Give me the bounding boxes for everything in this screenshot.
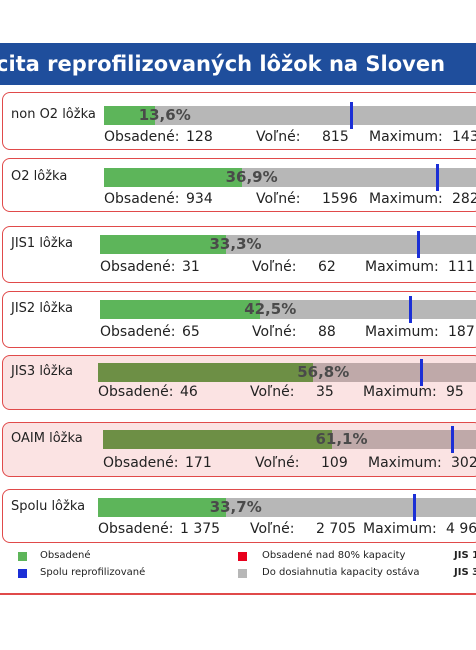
category-label: non O2 lôžka — [11, 107, 96, 122]
reprofiled-marker — [350, 102, 354, 129]
maximum-label: Maximum: — [369, 129, 443, 145]
occupied-value: 1 375 — [180, 521, 221, 537]
capacity-bar: 13,6% — [104, 106, 476, 125]
capacity-card: O2 lôžka 36,9% Obsadené: 934 Voľné: 1596 Maxim… — [2, 158, 476, 212]
occupied-label: Obsadené: — [104, 129, 180, 145]
maximum-value: 187 — [448, 324, 475, 340]
free-value: 109 — [321, 455, 348, 471]
occupied-fill — [104, 106, 155, 125]
legend-reprofiled-label: Spolu reprofilizované — [40, 567, 146, 578]
page-title: cita reprofilizovaných lôžok na Sloven — [0, 52, 446, 76]
legend-occupied-swatch — [18, 552, 27, 561]
category-label: Spolu lôžka — [11, 499, 86, 514]
occupied-fill — [100, 300, 261, 319]
occupied-fill — [98, 363, 314, 382]
reprofiled-marker — [409, 296, 413, 323]
occupied-fill — [100, 235, 226, 254]
category-label: O2 lôžka — [11, 169, 68, 184]
maximum-value: 2829 — [452, 191, 476, 207]
legend-occupied-label: Obsadené — [40, 550, 91, 561]
percent-label: 13,6% — [138, 106, 191, 124]
capacity-bar: 56,8% — [98, 363, 476, 382]
maximum-value: 4 96 — [446, 521, 476, 537]
capacity-bar: 61,1% — [103, 430, 476, 449]
maximum-label: Maximum: — [365, 259, 439, 275]
maximum-label: Maximum: — [365, 324, 439, 340]
occupied-label: Obsadené: — [98, 384, 174, 400]
legend-remaining-label: Do dosiahnutia kapacity ostáva — [262, 567, 420, 578]
capacity-card: JIS3 lôžka 56,8% Obsadené: 46 Voľné: 35 Maximu… — [2, 355, 476, 410]
free-label: Voľné: — [255, 455, 300, 471]
capacity-card: OAIM lôžka 61,1% Obsadené: 171 Voľné: 109 Maxi… — [2, 422, 476, 477]
free-value: 815 — [322, 129, 349, 145]
occupied-value: 171 — [185, 455, 212, 471]
reprofiled-marker — [450, 426, 454, 453]
title-bar: cita reprofilizovaných lôžok na Sloven — [0, 43, 476, 85]
free-value: 88 — [318, 324, 336, 340]
maximum-label: Maximum: — [363, 384, 437, 400]
occupied-value: 65 — [182, 324, 200, 340]
legend-jis1-label: JIS 1 — [454, 550, 476, 561]
legend-over80-swatch — [238, 552, 247, 561]
capacity-card: non O2 lôžka 13,6% Obsadené: 128 Voľné: 815 Ma… — [2, 92, 476, 150]
category-label: JIS3 lôžka — [11, 364, 73, 379]
capacity-card: JIS1 lôžka 33,3% Obsadené: 31 Voľné: 62 Maximu… — [2, 226, 476, 283]
free-value: 62 — [318, 259, 336, 275]
free-label: Voľné: — [250, 521, 295, 537]
percent-label: 33,7% — [209, 498, 262, 516]
capacity-card: JIS2 lôžka 42,5% Obsadené: 65 Voľné: 88 Maximu… — [2, 291, 476, 348]
reprofiled-marker — [435, 164, 439, 191]
legend-remaining-swatch — [238, 569, 247, 578]
occupied-label: Obsadené: — [100, 259, 176, 275]
maximum-label: Maximum: — [369, 191, 443, 207]
percent-label: 56,8% — [297, 363, 350, 381]
legend-over80-label: Obsadené nad 80% kapacity — [262, 550, 406, 561]
reprofiled-marker — [412, 494, 416, 521]
free-value: 1596 — [322, 191, 358, 207]
maximum-label: Maximum: — [363, 521, 437, 537]
capacity-bar: 36,9% — [104, 168, 476, 187]
reprofiled-marker — [420, 359, 424, 386]
free-label: Voľné: — [256, 129, 301, 145]
occupied-fill — [98, 498, 226, 517]
free-label: Voľné: — [252, 259, 297, 275]
occupied-fill — [103, 430, 332, 449]
capacity-bar: 42,5% — [100, 300, 476, 319]
occupied-value: 46 — [180, 384, 198, 400]
free-value: 2 705 — [316, 521, 357, 537]
occupied-label: Obsadené: — [103, 455, 179, 471]
capacity-bar: 33,7% — [98, 498, 476, 517]
maximum-value: 111 — [448, 259, 475, 275]
percent-label: 33,3% — [209, 235, 262, 253]
category-label: JIS2 lôžka — [11, 301, 73, 316]
bottom-divider — [0, 593, 476, 595]
free-label: Voľné: — [250, 384, 295, 400]
percent-label: 61,1% — [315, 430, 368, 448]
maximum-value: 302 — [451, 455, 476, 471]
legend: Obsadené Spolu reprofilizované Obsadené … — [0, 548, 476, 578]
occupied-value: 31 — [182, 259, 200, 275]
percent-label: 36,9% — [225, 168, 278, 186]
free-label: Voľné: — [256, 191, 301, 207]
occupied-fill — [104, 168, 242, 187]
legend-jis3-label: JIS 3 — [454, 567, 476, 578]
free-value: 35 — [316, 384, 334, 400]
maximum-value: 1439 — [452, 129, 476, 145]
category-label: JIS1 lôžka — [11, 236, 73, 251]
occupied-label: Obsadené: — [104, 191, 180, 207]
free-label: Voľné: — [252, 324, 297, 340]
maximum-value: 95 — [446, 384, 464, 400]
percent-label: 42,5% — [244, 300, 297, 318]
capacity-card: Spolu lôžka 33,7% Obsadené: 1 375 Voľné: 2 70… — [2, 489, 476, 543]
legend-reprofiled-swatch — [18, 569, 27, 578]
reprofiled-marker — [416, 231, 420, 258]
occupied-label: Obsadené: — [100, 324, 176, 340]
maximum-label: Maximum: — [368, 455, 442, 471]
occupied-value: 934 — [186, 191, 213, 207]
category-label: OAIM lôžka — [11, 431, 83, 446]
capacity-bar: 33,3% — [100, 235, 476, 254]
occupied-value: 128 — [186, 129, 213, 145]
occupied-label: Obsadené: — [98, 521, 174, 537]
